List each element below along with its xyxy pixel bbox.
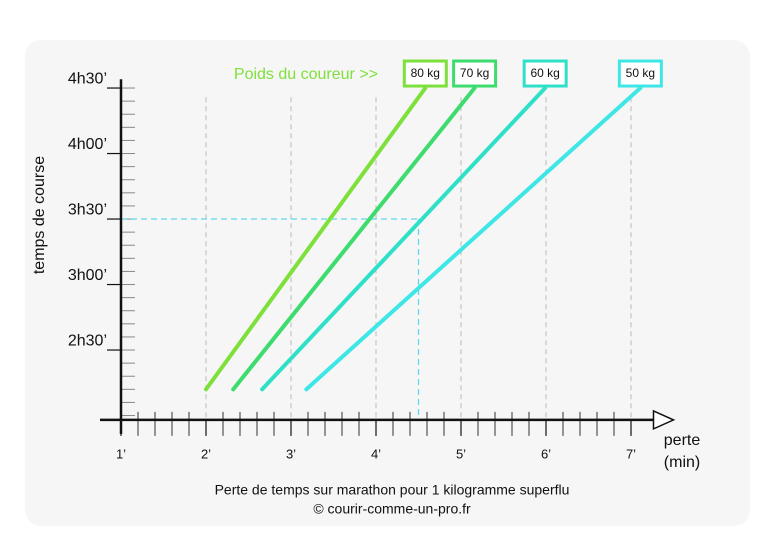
legend-box bbox=[522, 59, 568, 88]
x-tick-label: 4’ bbox=[371, 446, 381, 461]
x-tick-label: 1’ bbox=[116, 446, 126, 461]
legend-title: Poids du coureur >> bbox=[234, 66, 378, 83]
x-axis-label: perte bbox=[664, 432, 701, 449]
series-line bbox=[304, 86, 643, 392]
y-tick-label: 4h00’ bbox=[68, 136, 107, 153]
x-axis-unit: (min) bbox=[664, 454, 700, 471]
credit: © courir-comme-un-pro.fr bbox=[313, 501, 471, 517]
y-tick-label: 3h00’ bbox=[68, 267, 107, 284]
series-line bbox=[204, 86, 428, 392]
x-tick-label: 3’ bbox=[286, 446, 296, 461]
series-line bbox=[231, 86, 477, 392]
series-line bbox=[260, 86, 548, 392]
x-tick-label: 7’ bbox=[626, 446, 636, 461]
legend-label: 80 kg bbox=[411, 66, 440, 80]
card bbox=[25, 40, 750, 526]
legend-box bbox=[617, 59, 663, 88]
x-tick-label: 6’ bbox=[541, 446, 551, 461]
y-tick-label: 3h30’ bbox=[68, 201, 107, 218]
x-tick-label: 5’ bbox=[456, 446, 466, 461]
x-axis-arrow bbox=[652, 409, 676, 431]
legend-label: 70 kg bbox=[460, 66, 489, 80]
y-tick-label: 4h30’ bbox=[68, 70, 107, 87]
y-tick-label: 2h30’ bbox=[68, 332, 107, 349]
legend-box bbox=[452, 59, 498, 88]
legend-label: 50 kg bbox=[626, 66, 655, 80]
caption: Perte de temps sur marathon pour 1 kilog… bbox=[215, 482, 570, 498]
y-axis-label: temps de course bbox=[31, 156, 48, 274]
x-tick-label: 2’ bbox=[201, 446, 211, 461]
legend-label: 60 kg bbox=[530, 66, 559, 80]
legend-box bbox=[402, 59, 448, 88]
